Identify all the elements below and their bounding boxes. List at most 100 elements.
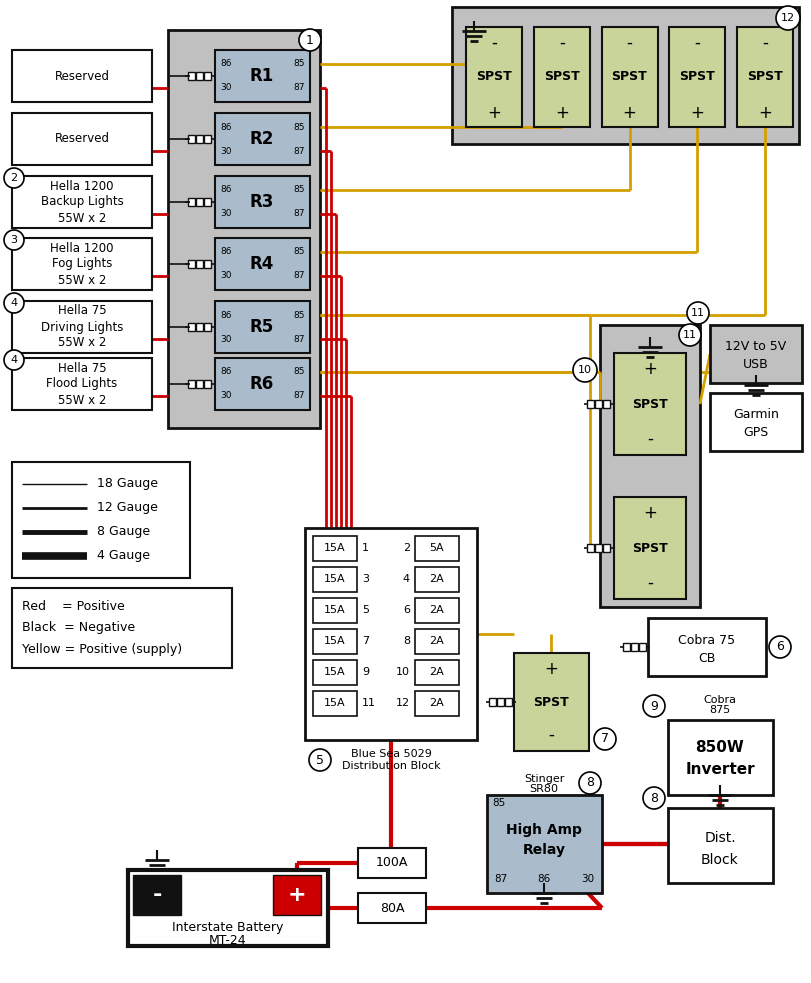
- Text: 8: 8: [650, 791, 658, 804]
- Text: 2A: 2A: [430, 667, 444, 677]
- Text: 86: 86: [220, 123, 231, 132]
- Text: R4: R4: [250, 255, 274, 273]
- Text: +: +: [690, 104, 704, 122]
- Circle shape: [4, 230, 24, 250]
- Circle shape: [594, 728, 616, 750]
- Text: Distribution Block: Distribution Block: [341, 761, 440, 771]
- Text: 100A: 100A: [375, 856, 408, 870]
- Text: 85: 85: [294, 123, 305, 132]
- Text: 1: 1: [362, 543, 369, 553]
- Text: 85: 85: [294, 368, 305, 376]
- Text: Driving Lights: Driving Lights: [41, 320, 123, 333]
- Text: 85: 85: [492, 798, 505, 808]
- Bar: [204, 135, 211, 143]
- Bar: [133, 875, 181, 915]
- Text: 7: 7: [601, 732, 609, 745]
- Bar: [614, 353, 686, 455]
- Bar: [196, 72, 203, 80]
- Bar: [215, 113, 310, 165]
- Bar: [623, 643, 630, 651]
- Text: 11: 11: [691, 308, 705, 318]
- Bar: [12, 50, 152, 102]
- Circle shape: [573, 358, 597, 382]
- Text: 4 Gauge: 4 Gauge: [97, 549, 150, 562]
- Bar: [204, 72, 211, 80]
- Text: 15A: 15A: [324, 574, 345, 584]
- Text: +: +: [288, 885, 307, 905]
- Text: 10: 10: [396, 667, 410, 677]
- Text: 10: 10: [578, 365, 592, 375]
- Text: 85: 85: [294, 248, 305, 257]
- Text: R5: R5: [250, 318, 274, 336]
- Text: 15A: 15A: [324, 605, 345, 615]
- Text: SPST: SPST: [747, 71, 783, 84]
- Bar: [204, 323, 211, 331]
- Text: 12: 12: [396, 698, 410, 708]
- Text: GPS: GPS: [744, 427, 769, 439]
- Text: Block: Block: [702, 853, 739, 867]
- Text: Cobra: Cobra: [703, 695, 736, 705]
- Text: Cobra 75: Cobra 75: [679, 633, 736, 647]
- Text: 4: 4: [11, 298, 18, 308]
- Bar: [305, 528, 477, 740]
- Text: 15A: 15A: [324, 543, 345, 553]
- Bar: [168, 30, 320, 428]
- Bar: [587, 400, 594, 408]
- Text: Dist.: Dist.: [704, 831, 736, 845]
- Text: Reserved: Reserved: [54, 70, 109, 83]
- Circle shape: [4, 168, 24, 188]
- Text: Hella 75: Hella 75: [58, 305, 106, 318]
- Bar: [204, 260, 211, 268]
- Text: 87: 87: [294, 334, 305, 343]
- Bar: [215, 176, 310, 228]
- Bar: [358, 848, 426, 878]
- Text: Hella 1200: Hella 1200: [50, 180, 114, 193]
- Text: 2A: 2A: [430, 574, 444, 584]
- Text: Garmin: Garmin: [733, 409, 779, 422]
- Bar: [188, 323, 195, 331]
- Text: +: +: [643, 504, 657, 522]
- Bar: [505, 698, 512, 706]
- Bar: [188, 198, 195, 206]
- Text: 6: 6: [403, 605, 410, 615]
- Circle shape: [643, 787, 665, 809]
- Bar: [710, 325, 802, 383]
- Text: R6: R6: [250, 375, 274, 393]
- Text: -: -: [647, 430, 653, 448]
- Text: 87: 87: [294, 146, 305, 155]
- Text: Interstate Battery: Interstate Battery: [172, 920, 284, 934]
- Text: SPST: SPST: [611, 71, 647, 84]
- Text: Stinger: Stinger: [524, 774, 564, 784]
- Text: 9: 9: [362, 667, 369, 677]
- Text: 11: 11: [683, 330, 697, 340]
- Bar: [415, 691, 459, 716]
- Text: SPST: SPST: [632, 542, 668, 554]
- Text: SR80: SR80: [530, 784, 559, 794]
- Bar: [737, 27, 793, 127]
- Bar: [196, 198, 203, 206]
- Text: 1: 1: [306, 33, 314, 46]
- Text: R3: R3: [250, 193, 274, 211]
- Bar: [313, 629, 357, 654]
- Text: 55W x 2: 55W x 2: [58, 273, 106, 286]
- Text: Black  = Negative: Black = Negative: [22, 621, 135, 634]
- Text: 2: 2: [11, 173, 18, 183]
- Text: SPST: SPST: [476, 71, 512, 84]
- Circle shape: [4, 350, 24, 370]
- Bar: [204, 380, 211, 388]
- Text: 85: 85: [294, 311, 305, 319]
- Text: 4: 4: [11, 355, 18, 365]
- Text: 6: 6: [776, 641, 784, 654]
- Text: 2A: 2A: [430, 605, 444, 615]
- Text: 87: 87: [294, 271, 305, 280]
- Text: 85: 85: [294, 60, 305, 69]
- Bar: [614, 497, 686, 599]
- Text: 87: 87: [294, 84, 305, 92]
- Text: 15A: 15A: [324, 698, 345, 708]
- Text: Red    = Positive: Red = Positive: [22, 600, 125, 612]
- Circle shape: [579, 772, 601, 794]
- Bar: [639, 643, 646, 651]
- Bar: [603, 400, 610, 408]
- Text: 3: 3: [362, 574, 369, 584]
- Text: 87: 87: [495, 874, 508, 884]
